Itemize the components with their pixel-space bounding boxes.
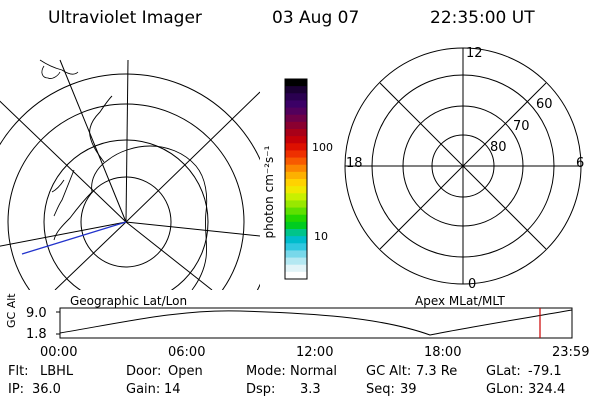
mlat-label-70: 70 <box>513 119 530 134</box>
colorbar-cell <box>285 136 307 144</box>
colorbar-cell <box>285 107 307 116</box>
status-gain-value: 14 <box>164 382 181 397</box>
lon-line <box>125 221 260 237</box>
colorbar-cell <box>285 257 307 266</box>
mlat-label-80: 80 <box>490 140 507 155</box>
colorbar-cell <box>285 207 307 216</box>
colorbar-cell <box>285 114 307 123</box>
lat-circle <box>7 103 245 290</box>
colorbar-cell <box>285 86 307 94</box>
status-dsp-label: Dsp: <box>246 382 276 397</box>
status-glon-label: GLon: <box>486 382 524 397</box>
colorbar-cell <box>285 186 307 194</box>
status-flt-label: Flt: <box>8 364 29 379</box>
status-mode-label: Mode: <box>246 364 286 379</box>
colorbar-cell <box>285 79 307 87</box>
mlt-line <box>379 82 547 250</box>
colorbar-cell <box>285 229 307 237</box>
colorbar-cell <box>285 271 307 280</box>
colorbar-scale <box>285 79 307 280</box>
colorbar-frame <box>284 78 308 280</box>
apex-plot-label: Apex MLat/MLT <box>415 294 505 308</box>
altitude-curve <box>59 309 573 336</box>
mlt-label-18: 18 <box>346 156 363 171</box>
lon-line <box>125 91 260 223</box>
colorbar-cell <box>285 214 307 223</box>
colorbar-cell <box>285 129 307 137</box>
lon-line <box>125 59 129 223</box>
lon-line <box>59 59 127 223</box>
geographic-map-label: Geographic Lat/Lon <box>70 294 188 308</box>
time-tick-0000: 00:00 <box>40 345 78 360</box>
timeline-y-tick-9: 9.0 <box>26 306 47 321</box>
timeline-frame <box>59 307 573 339</box>
antarctica-coastline <box>51 95 208 290</box>
colorbar-cell <box>285 150 307 159</box>
colorbar-cell <box>285 243 307 251</box>
magnetic-polar-plot <box>344 47 582 285</box>
colorbar-cell <box>285 236 307 244</box>
mlat-label-60: 60 <box>536 97 553 112</box>
status-flt-value: LBHL <box>40 364 74 379</box>
satellite-track <box>21 221 127 255</box>
status-seq-value: 39 <box>400 382 417 397</box>
lon-line <box>0 100 127 223</box>
timeline-y-label: GC Alt <box>5 293 18 328</box>
colorbar-cell <box>285 164 307 173</box>
mlt-label-6: 6 <box>576 156 585 171</box>
colorbar-cell <box>285 264 307 273</box>
colorbar-cell <box>285 179 307 187</box>
time-tick-2359: 23:59 <box>552 345 590 360</box>
altitude-timeline <box>56 307 573 339</box>
status-gain-label: Gain: <box>126 382 161 397</box>
colorbar-cell <box>285 100 307 109</box>
colorbar-cell <box>285 93 307 101</box>
geographic-map <box>0 59 260 290</box>
date-label: 03 Aug 07 <box>272 8 360 28</box>
instrument-title: Ultraviolet Imager <box>48 8 202 28</box>
status-glon-value: 324.4 <box>528 382 566 397</box>
colorbar-cell <box>285 171 307 180</box>
colorbar-unit-label: photon cm⁻²s⁻¹ <box>262 145 276 239</box>
colorbar <box>284 78 308 280</box>
colorbar-cell <box>285 250 307 259</box>
lon-line <box>54 221 127 290</box>
status-mode-value: Normal <box>290 364 338 379</box>
lon-line <box>125 221 213 290</box>
status-gcalt-value: 7.3 Re <box>416 364 458 379</box>
colorbar-cell <box>285 157 307 166</box>
colorbar-cell <box>285 221 307 230</box>
timeline-y-tick-1-8: 1.8 <box>26 327 47 342</box>
lat-circle <box>0 73 260 290</box>
status-gcalt-label: GC Alt: <box>366 364 412 379</box>
lat-circle <box>43 139 209 290</box>
lon-line <box>0 221 127 247</box>
status-glat-label: GLat: <box>486 364 521 379</box>
south-america-coastline <box>39 59 79 79</box>
colorbar-cell <box>285 193 307 201</box>
status-dsp-value: 3.3 <box>300 382 321 397</box>
time-label: 22:35:00 UT <box>430 8 535 28</box>
lat-circle <box>80 176 172 268</box>
colorbar-tick-100: 100 <box>312 141 333 154</box>
colorbar-cell <box>285 143 307 151</box>
mlt-label-12: 12 <box>466 46 483 61</box>
status-ip-value: 36.0 <box>32 382 61 397</box>
time-tick-0600: 06:00 <box>168 345 206 360</box>
status-door-value: Open <box>168 364 203 379</box>
time-tick-1200: 12:00 <box>296 345 334 360</box>
colorbar-cell <box>285 121 307 130</box>
time-tick-1800: 18:00 <box>424 345 462 360</box>
status-glat-value: -79.1 <box>528 364 562 379</box>
mlt-label-0: 0 <box>468 277 477 292</box>
status-ip-label: IP: <box>8 382 25 397</box>
colorbar-tick-10: 10 <box>314 230 328 243</box>
status-seq-label: Seq: <box>366 382 395 397</box>
status-door-label: Door: <box>126 364 162 379</box>
colorbar-cell <box>285 200 307 209</box>
